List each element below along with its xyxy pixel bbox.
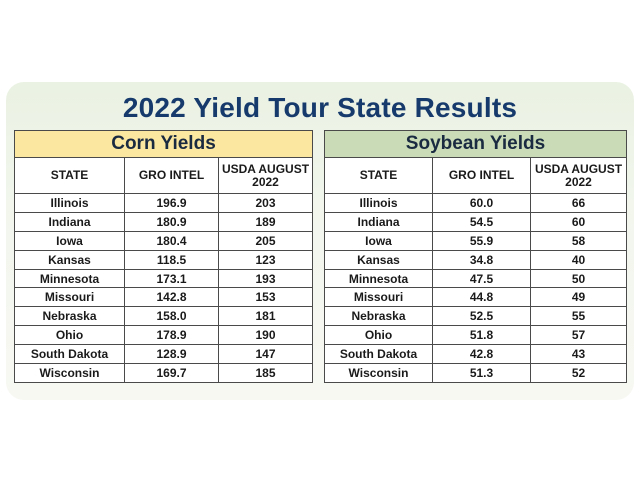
soybean-table-row: Minnesota 47.5 50 bbox=[324, 268, 628, 289]
soybean-table-row: Nebraska 52.5 55 bbox=[324, 306, 628, 327]
corn-table-body: Illinois 196.9 203 Indiana 180.9 189 Iowa 180.4… bbox=[14, 193, 314, 383]
soybean-yields-heading: Soybean Yields bbox=[323, 130, 628, 158]
soybean-table-row: Iowa 55.9 58 bbox=[324, 230, 628, 251]
soybean-col-gro-intel: GRO INTEL bbox=[432, 157, 531, 194]
corn-cell-state: Missouri bbox=[14, 287, 125, 308]
soybean-cell-usda: 40 bbox=[529, 249, 628, 270]
soybean-cell-usda: 52 bbox=[529, 363, 628, 383]
corn-table-row: Wisconsin 169.7 185 bbox=[14, 363, 314, 383]
soybean-table-row: Indiana 54.5 60 bbox=[324, 211, 628, 232]
soybean-table-body: Illinois 60.0 66 Indiana 54.5 60 Iowa 55.9 58 Kan… bbox=[324, 193, 628, 383]
soybean-table-row: South Dakota 42.8 43 bbox=[324, 344, 628, 365]
corn-yields-table: Corn Yields STATE GRO INTEL USDA AUGUST … bbox=[13, 130, 314, 383]
soybean-cell-gro-intel: 34.8 bbox=[432, 249, 531, 270]
soybean-table-row: Missouri 44.8 49 bbox=[324, 287, 628, 308]
page-title: 2022 Yield Tour State Results bbox=[122, 92, 518, 123]
soybean-cell-gro-intel: 51.3 bbox=[432, 363, 531, 383]
soybean-cell-usda: 66 bbox=[529, 193, 628, 213]
corn-cell-gro-intel: 196.9 bbox=[124, 193, 219, 213]
corn-cell-usda: 190 bbox=[217, 325, 314, 346]
corn-table-row: Missouri 142.8 153 bbox=[14, 287, 314, 308]
soybean-cell-state: Indiana bbox=[324, 211, 433, 232]
soybean-cell-state: Kansas bbox=[324, 249, 433, 270]
corn-cell-gro-intel: 158.0 bbox=[124, 306, 219, 327]
soybean-cell-state: Minnesota bbox=[324, 268, 433, 289]
soybean-col-usda: USDA AUGUST 2022 bbox=[529, 157, 628, 194]
corn-cell-gro-intel: 180.4 bbox=[124, 230, 219, 251]
corn-cell-usda: 203 bbox=[217, 193, 314, 213]
corn-cell-usda: 153 bbox=[217, 287, 314, 308]
soybean-cell-state: Nebraska bbox=[324, 306, 433, 327]
corn-cell-state: Ohio bbox=[14, 325, 125, 346]
corn-cell-state: Wisconsin bbox=[14, 363, 125, 383]
corn-table-row: Illinois 196.9 203 bbox=[14, 193, 314, 213]
corn-cell-state: Nebraska bbox=[14, 306, 125, 327]
soybean-cell-state: Wisconsin bbox=[324, 363, 433, 383]
soybean-table-row: Kansas 34.8 40 bbox=[324, 249, 628, 270]
corn-table-row: South Dakota 128.9 147 bbox=[14, 344, 314, 365]
corn-cell-gro-intel: 118.5 bbox=[124, 249, 219, 270]
corn-table-row: Iowa 180.4 205 bbox=[14, 230, 314, 251]
corn-col-gro-intel: GRO INTEL bbox=[124, 157, 219, 194]
soybean-cell-state: Illinois bbox=[324, 193, 433, 213]
soybean-table-row: Ohio 51.8 57 bbox=[324, 325, 628, 346]
corn-cell-state: Iowa bbox=[14, 230, 125, 251]
corn-cell-gro-intel: 128.9 bbox=[124, 344, 219, 365]
soybean-cell-state: Ohio bbox=[324, 325, 433, 346]
soybean-cell-state: South Dakota bbox=[324, 344, 433, 365]
corn-cell-usda: 189 bbox=[217, 211, 314, 232]
soybean-cell-usda: 50 bbox=[529, 268, 628, 289]
corn-cell-gro-intel: 173.1 bbox=[124, 268, 219, 289]
corn-col-state: STATE bbox=[14, 157, 125, 194]
soybean-cell-gro-intel: 47.5 bbox=[432, 268, 531, 289]
soybean-col-state: STATE bbox=[324, 157, 433, 194]
soybean-cell-gro-intel: 44.8 bbox=[432, 287, 531, 308]
corn-table-row: Ohio 178.9 190 bbox=[14, 325, 314, 346]
soybean-cell-gro-intel: 42.8 bbox=[432, 344, 531, 365]
soybean-cell-state: Missouri bbox=[324, 287, 433, 308]
corn-cell-usda: 181 bbox=[217, 306, 314, 327]
corn-table-row: Minnesota 173.1 193 bbox=[14, 268, 314, 289]
corn-cell-usda: 147 bbox=[217, 344, 314, 365]
corn-cell-usda: 185 bbox=[217, 363, 314, 383]
soybean-cell-usda: 57 bbox=[529, 325, 628, 346]
corn-cell-gro-intel: 169.7 bbox=[124, 363, 219, 383]
corn-cell-gro-intel: 178.9 bbox=[124, 325, 219, 346]
soybean-table-row: Wisconsin 51.3 52 bbox=[324, 363, 628, 383]
soybean-cell-usda: 58 bbox=[529, 230, 628, 251]
soybean-cell-usda: 60 bbox=[529, 211, 628, 232]
soybean-cell-gro-intel: 54.5 bbox=[432, 211, 531, 232]
soybean-cell-state: Iowa bbox=[324, 230, 433, 251]
corn-yields-heading: Corn Yields bbox=[13, 130, 314, 158]
soybean-cell-usda: 43 bbox=[529, 344, 628, 365]
soybean-cell-gro-intel: 60.0 bbox=[432, 193, 531, 213]
corn-cell-state: Minnesota bbox=[14, 268, 125, 289]
corn-cell-state: Kansas bbox=[14, 249, 125, 270]
soybean-cell-gro-intel: 52.5 bbox=[432, 306, 531, 327]
corn-cell-gro-intel: 142.8 bbox=[124, 287, 219, 308]
soybean-cell-usda: 55 bbox=[529, 306, 628, 327]
corn-cell-state: Illinois bbox=[14, 193, 125, 213]
corn-cell-usda: 123 bbox=[217, 249, 314, 270]
corn-col-usda: USDA AUGUST 2022 bbox=[217, 157, 314, 194]
corn-table-row: Kansas 118.5 123 bbox=[14, 249, 314, 270]
corn-cell-usda: 205 bbox=[217, 230, 314, 251]
soybean-yields-table: Soybean Yields STATE GRO INTEL USDA AUGU… bbox=[323, 130, 628, 383]
corn-table-row: Nebraska 158.0 181 bbox=[14, 306, 314, 327]
corn-cell-state: Indiana bbox=[14, 211, 125, 232]
soybean-cell-usda: 49 bbox=[529, 287, 628, 308]
corn-table-row: Indiana 180.9 189 bbox=[14, 211, 314, 232]
soybean-table-row: Illinois 60.0 66 bbox=[324, 193, 628, 213]
corn-cell-state: South Dakota bbox=[14, 344, 125, 365]
soybean-cell-gro-intel: 55.9 bbox=[432, 230, 531, 251]
corn-cell-usda: 193 bbox=[217, 268, 314, 289]
corn-cell-gro-intel: 180.9 bbox=[124, 211, 219, 232]
soybean-cell-gro-intel: 51.8 bbox=[432, 325, 531, 346]
